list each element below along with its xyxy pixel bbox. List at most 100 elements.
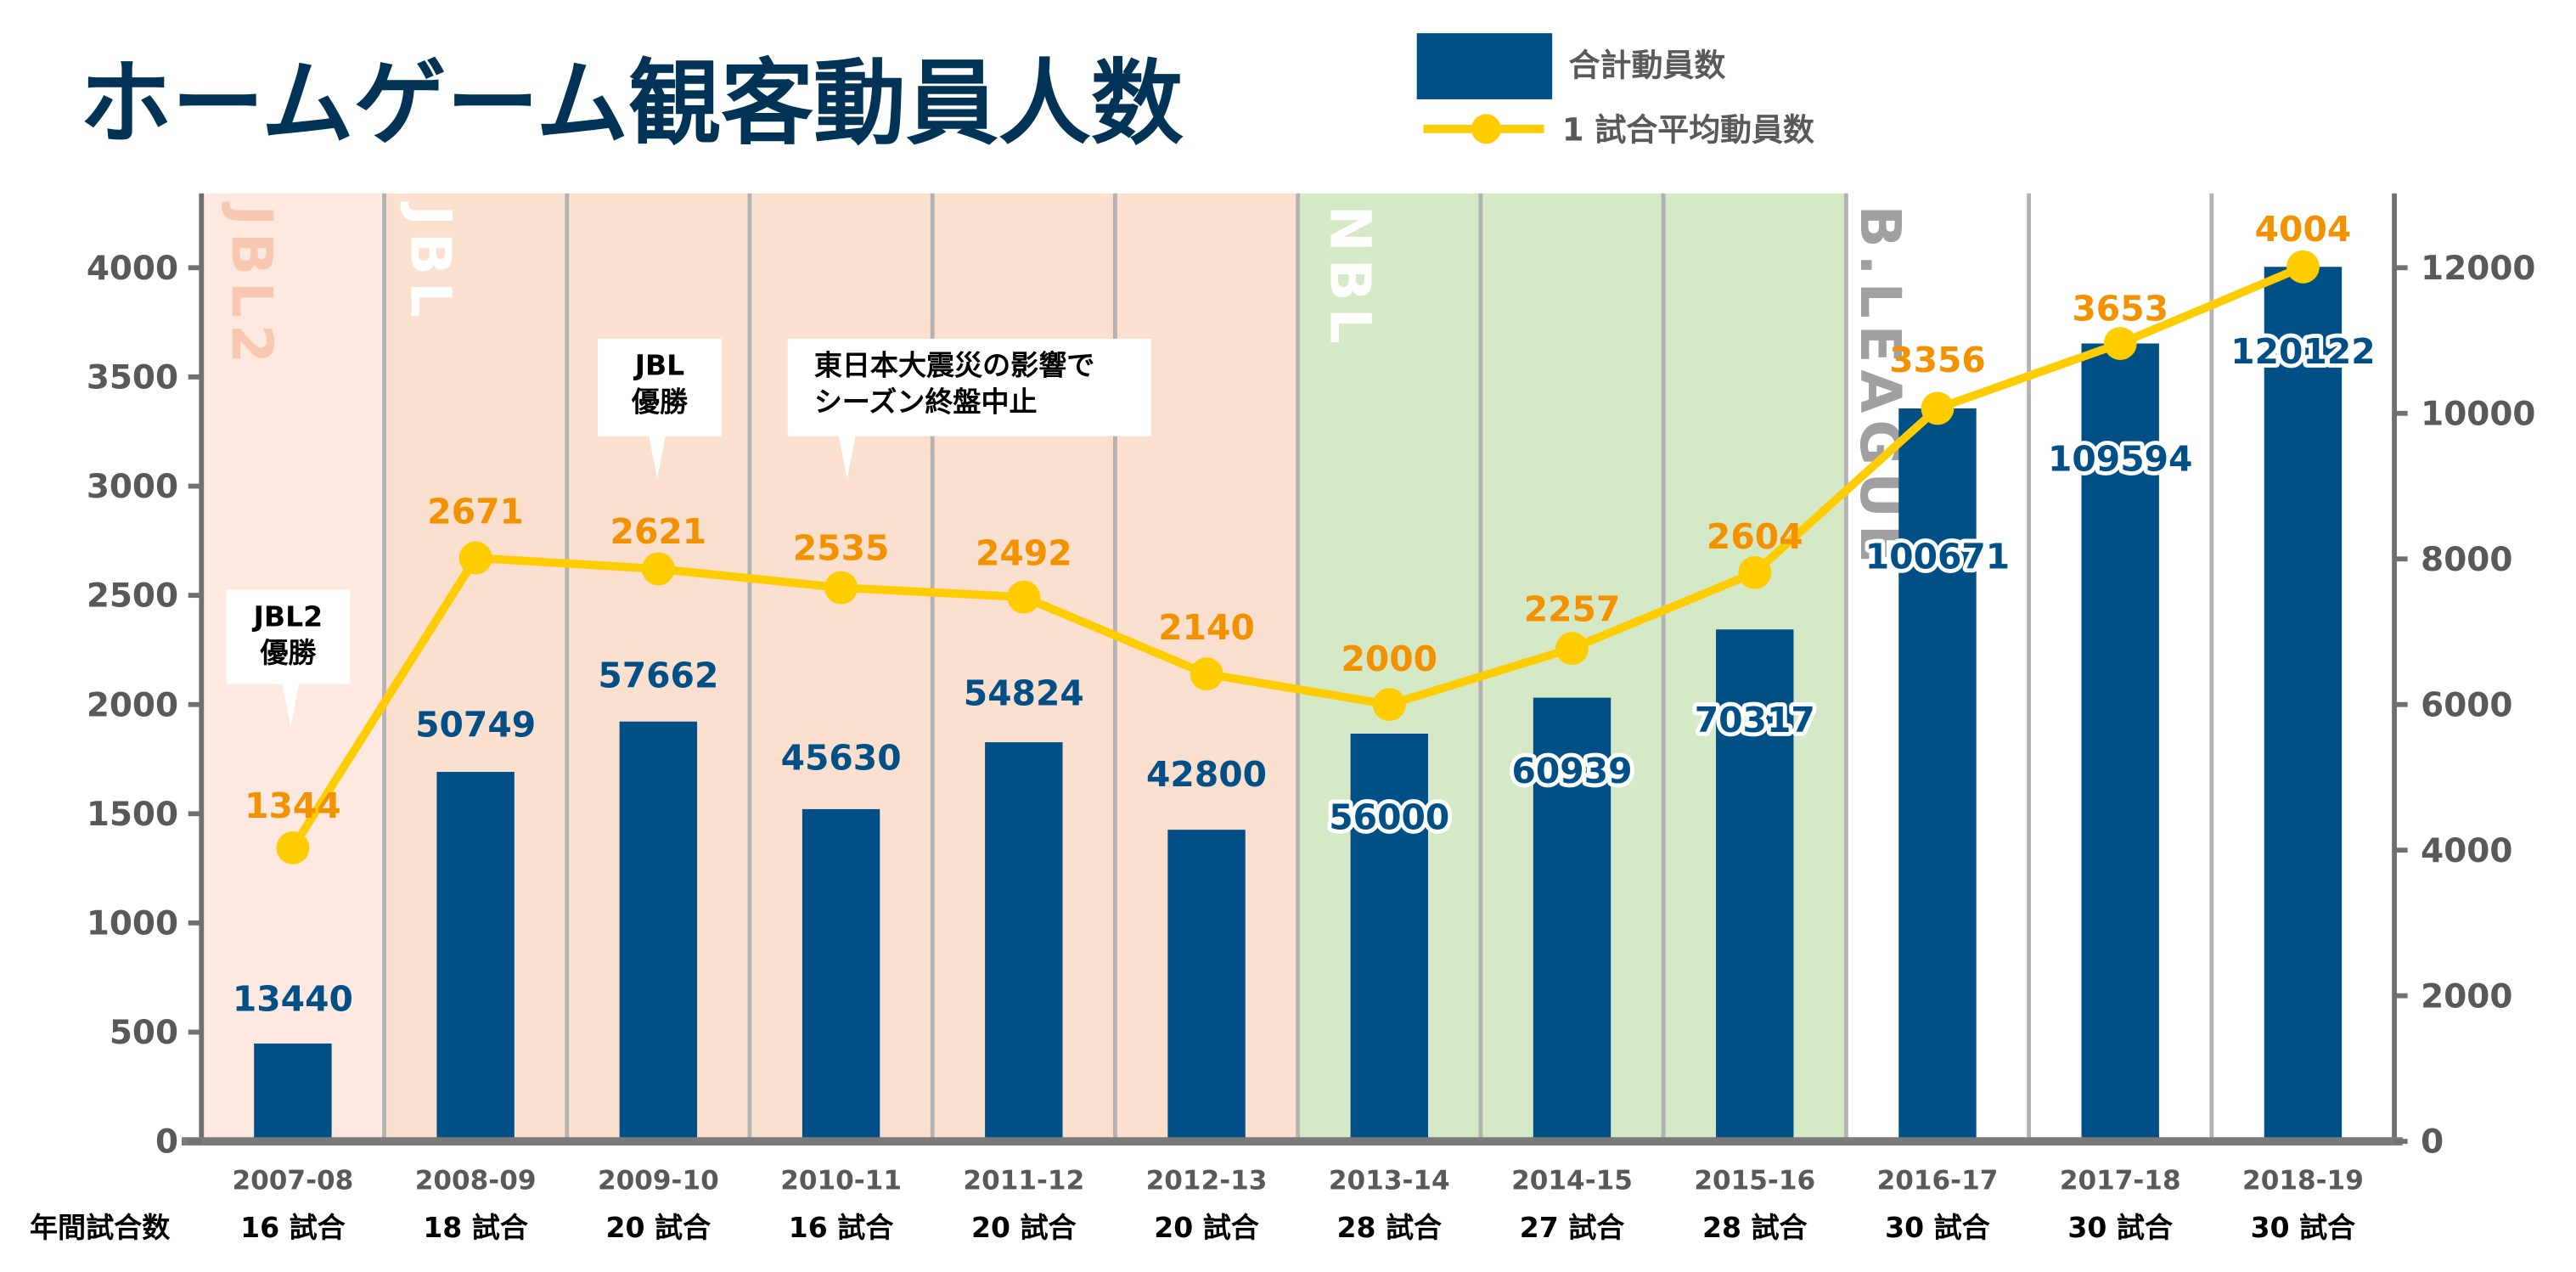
left-tick-label: 3500: [87, 359, 178, 397]
annotation-text: 優勝: [631, 385, 689, 418]
annotation-text: 東日本大震災の影響で: [814, 349, 1094, 382]
average-line: [276, 250, 2320, 864]
average-point: [1190, 657, 1223, 691]
games-count-label: 20 試合: [1154, 1211, 1259, 1244]
games-count-label: 28 試合: [1702, 1211, 1808, 1244]
games-count-label: 30 試合: [1885, 1211, 1990, 1244]
right-tick-label: 6000: [2421, 686, 2512, 724]
games-count-label: 28 試合: [1336, 1211, 1442, 1244]
games-count-label: 27 試合: [1520, 1211, 1625, 1244]
games-count-label: 30 試合: [2251, 1211, 2356, 1244]
bar-2015-16: [1716, 629, 1794, 1142]
annotation-text: 優勝: [259, 636, 317, 669]
left-tick-label: 4000: [87, 250, 178, 288]
average-value-label: 3356: [1889, 340, 1986, 380]
bar-value-label: 60939: [1511, 751, 1632, 791]
league-label: NBL: [1318, 205, 1383, 350]
category-label: 2013-14: [1329, 1166, 1450, 1196]
average-line-path: [289, 262, 2305, 851]
annotation-box: [787, 338, 1151, 436]
category-label: 2016-17: [1877, 1166, 1999, 1196]
bar-2010-11: [801, 808, 880, 1142]
bar-value-label: 70317: [1695, 700, 1815, 740]
left-tick-label: 1000: [87, 905, 178, 943]
games-count-label: 16 試合: [789, 1211, 894, 1244]
column-separators: [382, 193, 2214, 1142]
category-label: 2010-11: [780, 1166, 902, 1196]
games-count-label: 20 試合: [971, 1211, 1077, 1244]
league-label: JBL: [397, 201, 463, 324]
annotation-pointer: [649, 436, 666, 480]
category-label: 2017-18: [2060, 1166, 2181, 1196]
average-value-label: 2671: [427, 492, 524, 532]
right-tick-label: 8000: [2421, 541, 2512, 579]
average-point: [1738, 555, 1772, 589]
bar-value-label: 42800: [1146, 754, 1267, 795]
bars: [254, 267, 2343, 1142]
bar-value-label: 45630: [781, 738, 902, 779]
right-tick-label: 2000: [2421, 977, 2512, 1016]
average-value-label: 3653: [2072, 289, 2168, 329]
annotation-pointer: [838, 436, 856, 480]
bar-value-label: 56000: [1329, 797, 1449, 838]
category-label: 2009-10: [598, 1166, 719, 1196]
left-tick-label: 3000: [87, 468, 178, 506]
average-value-label: 2621: [610, 511, 707, 552]
bar-2009-10: [619, 721, 698, 1142]
left-tick-label: 500: [110, 1014, 178, 1052]
annotation-text: JBL: [633, 349, 685, 382]
average-point: [276, 830, 310, 864]
games-count-label: 30 試合: [2067, 1211, 2173, 1244]
legend-bar-label: 合計動員数: [1569, 48, 1726, 84]
axes: 0 500 1000 1500 2000 2500 3000 3500 4000 0 2000 400…: [87, 193, 2535, 1244]
chart-title: ホームゲーム観客動員人数: [79, 50, 1183, 158]
left-tick-label: 0: [155, 1123, 178, 1162]
average-point: [2286, 250, 2320, 284]
category-label: 2012-13: [1146, 1166, 1268, 1196]
category-label: 2018-19: [2242, 1166, 2364, 1196]
bar-2014-15: [1533, 697, 1611, 1142]
average-value-label: 1344: [245, 785, 341, 826]
bar-2017-18: [2081, 343, 2159, 1142]
average-point: [641, 552, 675, 586]
right-tick-label: 4000: [2421, 832, 2512, 870]
average-value-label: 2000: [1341, 639, 1437, 679]
average-point: [2103, 327, 2137, 360]
annotation-pointer: [282, 684, 300, 727]
left-tick-label: 2500: [87, 577, 178, 616]
bar-value-label: 54824: [964, 673, 1084, 714]
bar-2011-12: [985, 742, 1063, 1142]
bar-value-label: 100671: [1865, 536, 2010, 577]
games-count-label: 16 試合: [240, 1211, 346, 1244]
right-tick-label: 10000: [2421, 395, 2535, 433]
annotation-box: [598, 338, 722, 436]
annotation-text: シーズン終盤中止: [814, 385, 1038, 418]
games-count-label: 18 試合: [423, 1211, 528, 1244]
average-point: [824, 571, 858, 605]
average-point: [1555, 632, 1589, 666]
average-point: [1007, 580, 1041, 614]
bar-2007-08: [254, 1043, 332, 1142]
average-value-label: 2535: [793, 528, 890, 569]
category-label: 2008-09: [415, 1166, 537, 1196]
data-labels: 13440 50749 57662 45630 54824 42800 56000 60939…: [233, 209, 2380, 1019]
bar-2012-13: [1167, 830, 1246, 1142]
bar-value-label: 13440: [233, 978, 353, 1019]
bar-value-label: 50749: [415, 705, 536, 746]
games-row-label: 年間試合数: [30, 1211, 171, 1244]
legend-line-marker: [1471, 114, 1501, 144]
average-value-label: 2140: [1158, 607, 1255, 648]
bar-value-label: 120122: [2230, 331, 2375, 372]
average-value-label: 2604: [1707, 516, 1803, 557]
games-count-label: 20 試合: [606, 1211, 711, 1244]
bar-2016-17: [1898, 408, 1977, 1142]
legend-bar-swatch: [1416, 33, 1553, 99]
league-labels: JBL2 JBL NBL B.LEAGUE: [219, 201, 1913, 569]
legend: 合計動員数 1 試合平均動員数: [1416, 33, 1814, 149]
right-tick-label: 12000: [2421, 250, 2535, 288]
right-tick-label: 0: [2421, 1123, 2444, 1162]
bar-2018-19: [2264, 267, 2343, 1142]
average-value-label: 2492: [976, 532, 1072, 573]
